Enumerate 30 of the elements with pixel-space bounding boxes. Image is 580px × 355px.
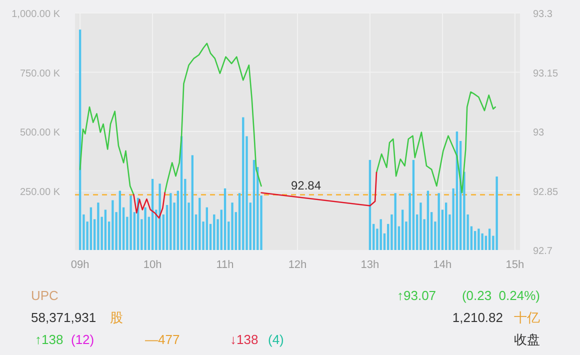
y2tick: 93.15 [533, 68, 558, 80]
y2tick: 93 [533, 128, 544, 138]
xtick: 13h [360, 259, 380, 271]
ytick: 750.00 K [20, 68, 60, 80]
y2tick: 92.85 [533, 186, 558, 198]
annotation: 1,210.82 [452, 310, 503, 325]
annotation: 十亿 [514, 310, 540, 325]
annotation: ↓138 [230, 332, 258, 347]
ref-label: 92.84 [290, 178, 322, 193]
annotation: ↑93.07 [397, 288, 436, 303]
annotation: (0.23 0.24%) [462, 288, 540, 303]
xtick: 12h [288, 259, 307, 271]
ytick: 500.00 K [20, 128, 60, 138]
annotation: 股 [110, 310, 123, 325]
xtick: 10h [143, 259, 162, 271]
xtick: 14h [433, 259, 452, 271]
annotation: ↑138 [35, 332, 64, 347]
annotation: 58,371,931 [31, 310, 96, 325]
annotation: 收盘 [514, 332, 540, 347]
annotation: (12) [71, 332, 94, 347]
xtick: 09h [70, 259, 90, 271]
ytick: 250.00 K [20, 186, 60, 198]
annotation: UPC [31, 288, 58, 303]
y2tick: 93.3 [533, 9, 552, 20]
y2tick: 92.7 [533, 246, 552, 257]
xtick: 15h [506, 259, 524, 271]
annotation: —477 [145, 332, 180, 347]
ytick: 1,000.00 K [12, 9, 60, 20]
xtick: 11h [216, 259, 234, 271]
annotation: (4) [268, 332, 284, 347]
